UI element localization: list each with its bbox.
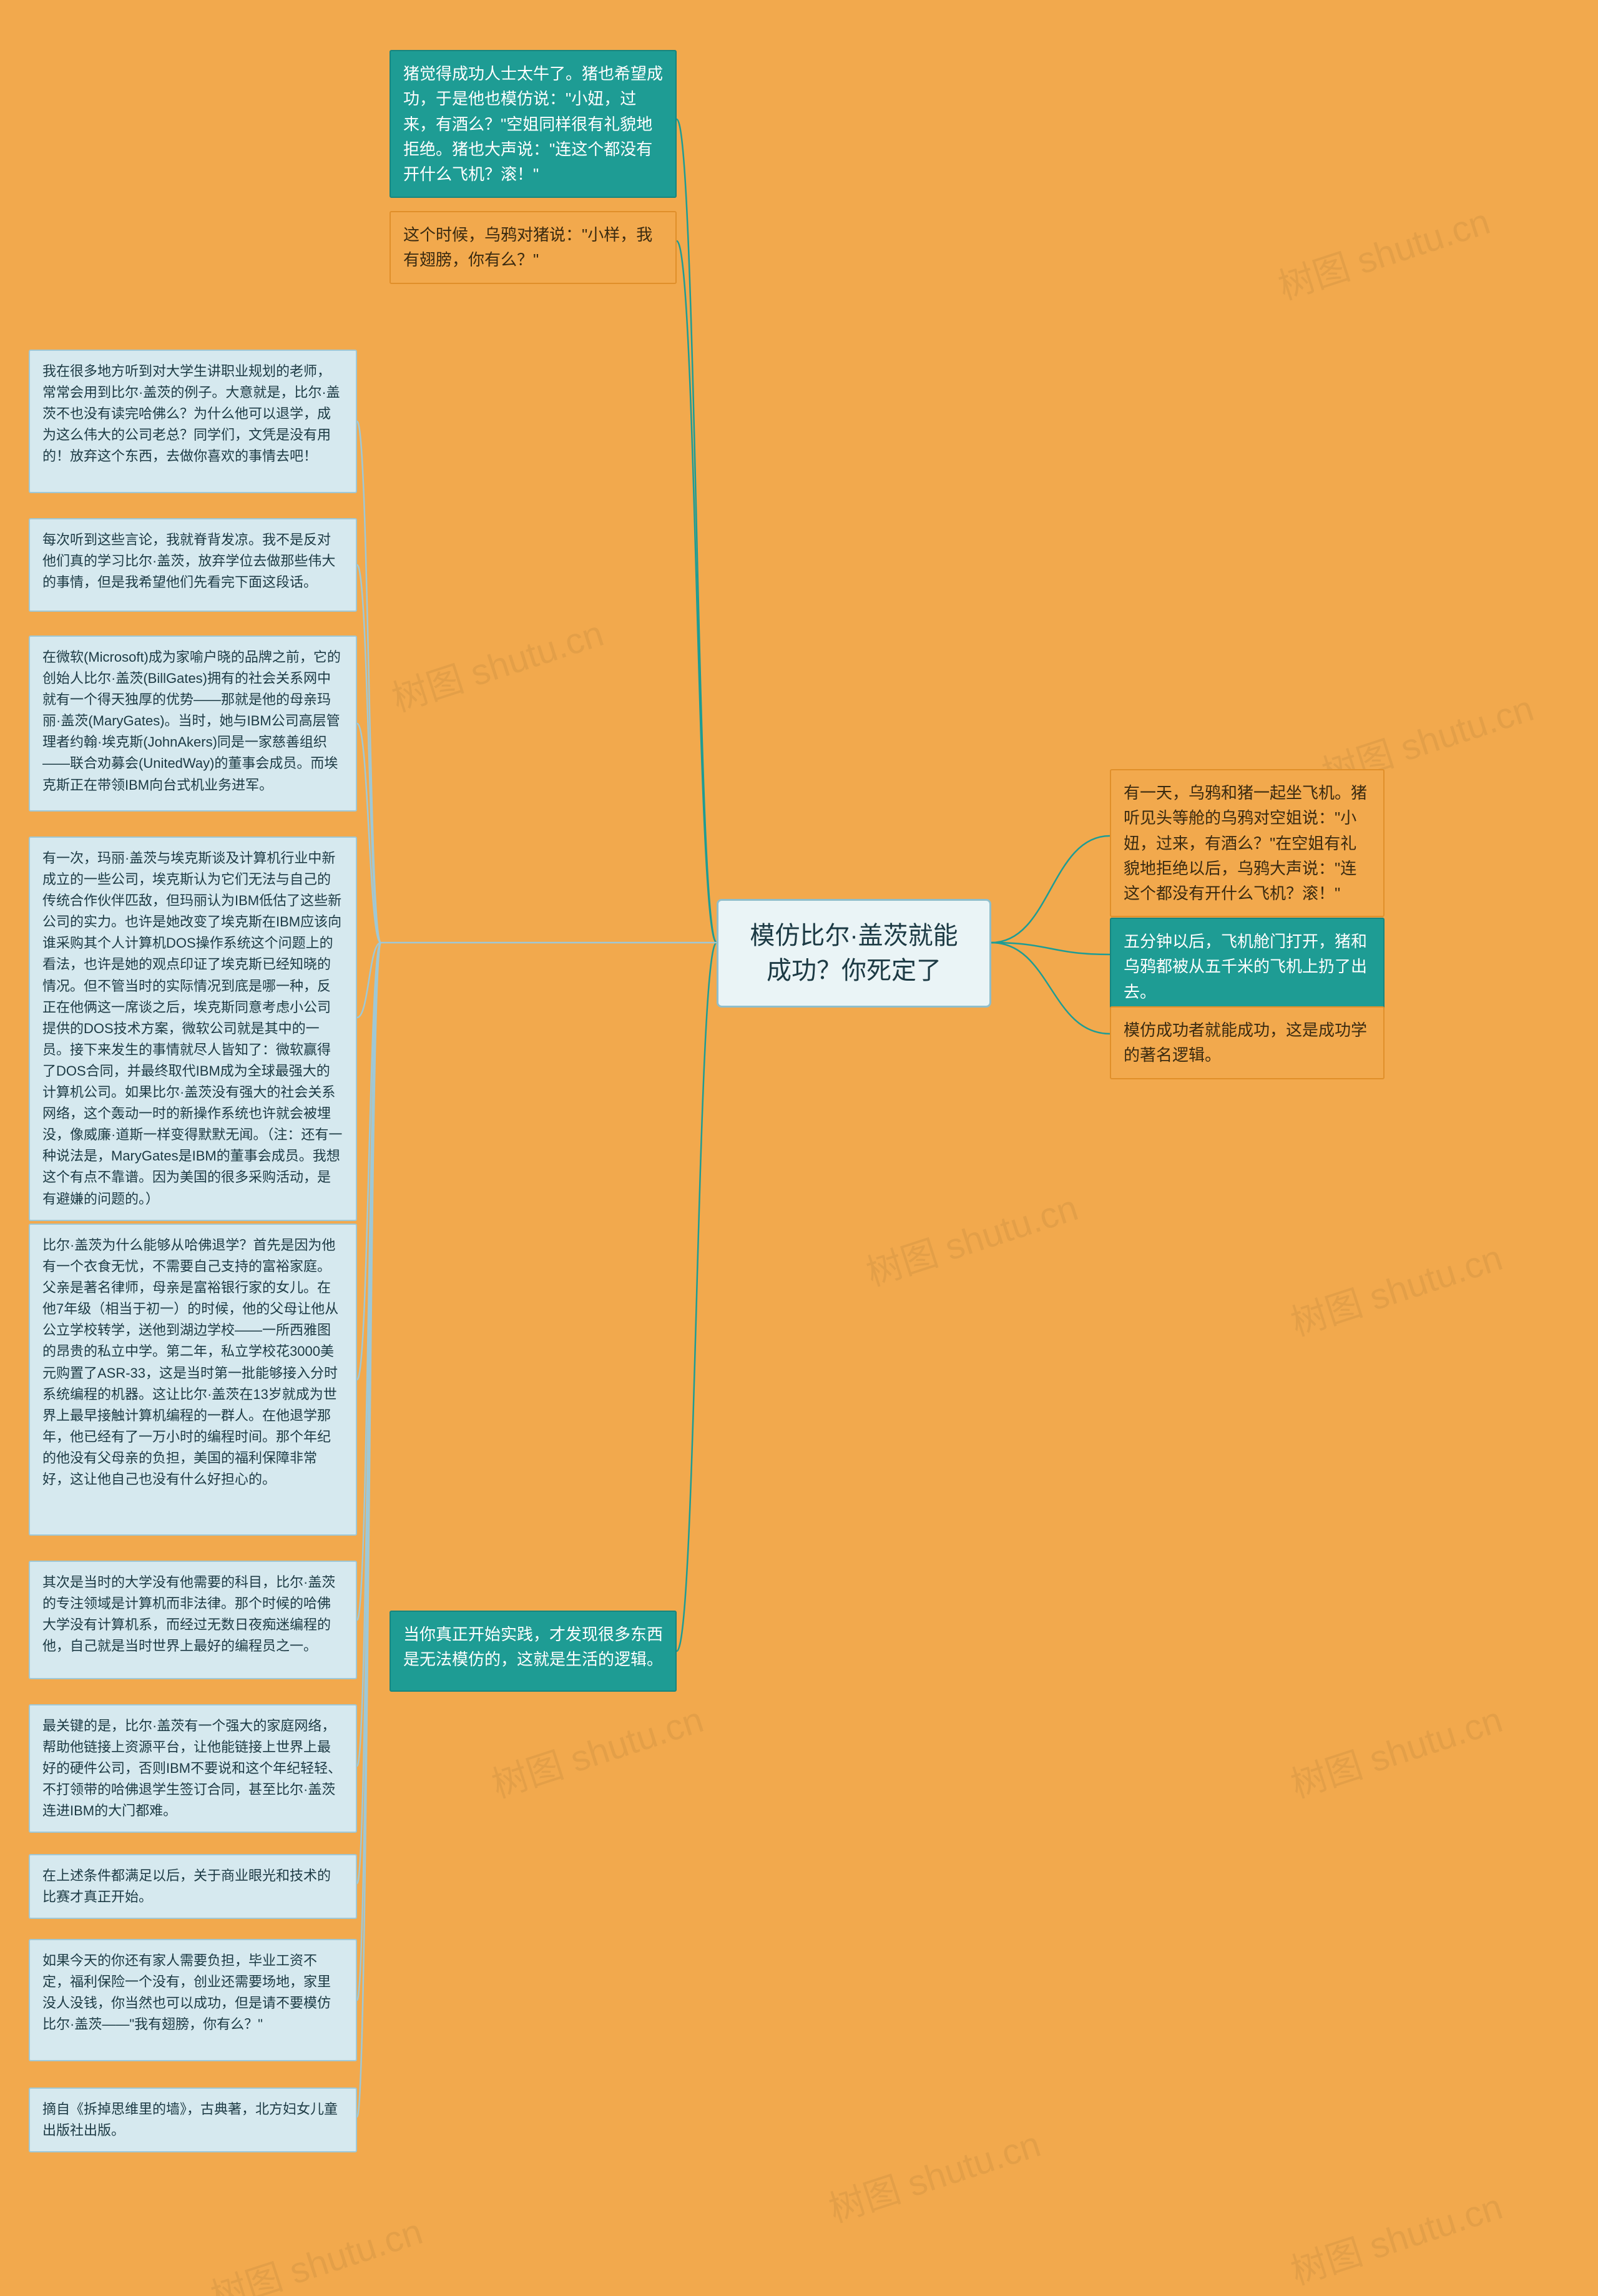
watermark: 树图 shutu.cn xyxy=(385,604,609,722)
watermark: 树图 shutu.cn xyxy=(1283,2177,1508,2295)
detail-paragraph-node[interactable]: 比尔·盖茨为什么能够从哈佛退学？首先是因为他有一个衣食无忧，不需要自己支持的富裕… xyxy=(29,1224,357,1536)
mindmap-canvas: 树图 shutu.cn 树图 shutu.cn 树图 shutu.cn 树图 shut… xyxy=(0,0,1598,2296)
detail-paragraph-node[interactable]: 我在很多地方听到对大学生讲职业规划的老师，常常会用到比尔·盖茨的例子。大意就是，… xyxy=(29,350,357,493)
watermark: 树图 shutu.cn xyxy=(203,2202,428,2296)
watermark: 树图 shutu.cn xyxy=(484,1690,709,1808)
right-branch-node[interactable]: 有一天，乌鸦和猪一起坐飞机。猪听见头等舱的乌鸦对空姐说："小妞，过来，有酒么？"… xyxy=(1110,769,1385,917)
detail-paragraph-node[interactable]: 如果今天的你还有家人需要负担，毕业工资不定，福利保险一个没有，创业还需要场地，家… xyxy=(29,1939,357,2061)
detail-paragraph-node[interactable]: 在微软(Microsoft)成为家喻户晓的品牌之前，它的创始人比尔·盖茨(Bil… xyxy=(29,635,357,812)
right-branch-node[interactable]: 模仿成功者就能成功，这是成功学的著名逻辑。 xyxy=(1110,1006,1385,1079)
detail-paragraph-node[interactable]: 最关键的是，比尔·盖茨有一个强大的家庭网络，帮助他链接上资源平台，让他能链接上世… xyxy=(29,1704,357,1833)
watermark: 树图 shutu.cn xyxy=(1271,192,1496,310)
detail-paragraph-node[interactable]: 其次是当时的大学没有他需要的科目，比尔·盖茨的专注领域是计算机而非法律。那个时候… xyxy=(29,1561,357,1679)
detail-paragraph-node[interactable]: 每次听到这些言论，我就脊背发凉。我不是反对他们真的学习比尔·盖茨，放弃学位去做那… xyxy=(29,518,357,612)
center-topic[interactable]: 模仿比尔·盖茨就能成功？你死定了 xyxy=(717,899,991,1008)
watermark: 树图 shutu.cn xyxy=(859,1179,1084,1296)
right-branch-node[interactable]: 五分钟以后，飞机舱门打开，猪和乌鸦都被从五千米的飞机上扔了出去。 xyxy=(1110,918,1385,1016)
left-branch-node[interactable]: 当你真正开始实践，才发现很多东西是无法模仿的，这就是生活的逻辑。 xyxy=(390,1611,677,1692)
watermark: 树图 shutu.cn xyxy=(1283,1690,1508,1808)
watermark: 树图 shutu.cn xyxy=(1283,1229,1508,1346)
detail-paragraph-node[interactable]: 有一次，玛丽·盖茨与埃克斯谈及计算机行业中新成立的一些公司，埃克斯认为它们无法与… xyxy=(29,836,357,1221)
left-branch-node[interactable]: 猪觉得成功人士太牛了。猪也希望成功，于是他也模仿说："小妞，过来，有酒么？"空姐… xyxy=(390,50,677,198)
detail-paragraph-node[interactable]: 摘自《拆掉思维里的墙》，古典著，北方妇女儿童出版社出版。 xyxy=(29,2087,357,2152)
detail-paragraph-node[interactable]: 在上述条件都满足以后，关于商业眼光和技术的比赛才真正开始。 xyxy=(29,1854,357,1919)
left-branch-node[interactable]: 这个时候，乌鸦对猪说："小样，我有翅膀，你有么？" xyxy=(390,211,677,284)
watermark: 树图 shutu.cn xyxy=(821,2115,1046,2232)
